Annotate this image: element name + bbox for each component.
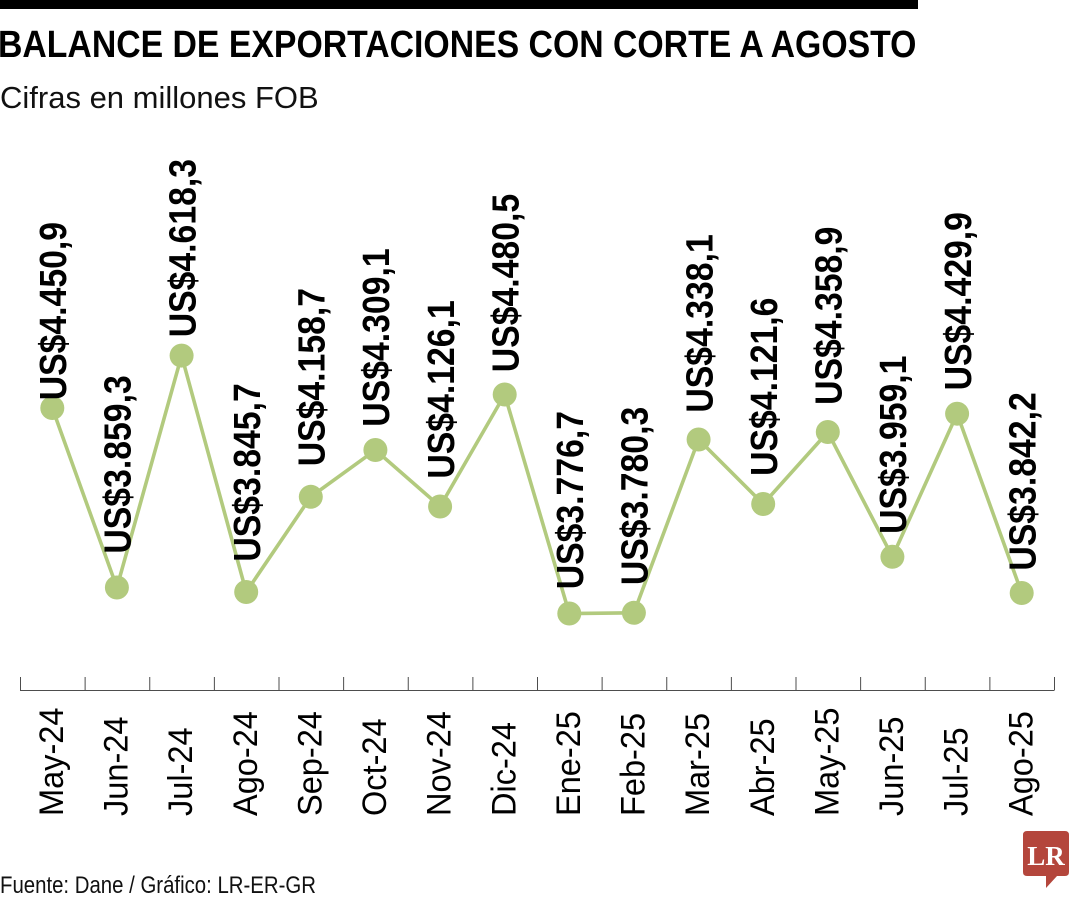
svg-text:US$3.776,7: US$3.776,7 xyxy=(548,411,591,589)
svg-text:US$4.429,9: US$4.429,9 xyxy=(936,212,979,390)
svg-text:US$4.158,7: US$4.158,7 xyxy=(290,288,333,466)
svg-text:May-24: May-24 xyxy=(33,708,71,816)
svg-text:US$3.842,2: US$3.842,2 xyxy=(1001,392,1044,570)
svg-text:US$4.338,1: US$4.338,1 xyxy=(678,234,721,412)
svg-text:US$4.480,5: US$4.480,5 xyxy=(484,194,527,372)
svg-text:US$4.450,9: US$4.450,9 xyxy=(31,222,74,400)
svg-text:US$4.618,3: US$4.618,3 xyxy=(161,159,204,337)
svg-text:Abr-25: Abr-25 xyxy=(744,718,782,816)
svg-text:May-25: May-25 xyxy=(809,708,847,816)
svg-text:Feb-25: Feb-25 xyxy=(615,713,653,816)
svg-text:Jul-25: Jul-25 xyxy=(938,727,976,816)
svg-text:Jun-24: Jun-24 xyxy=(98,717,136,816)
svg-text:US$4.121,6: US$4.121,6 xyxy=(742,298,785,476)
svg-text:US$3.959,1: US$3.959,1 xyxy=(871,356,914,534)
svg-text:US$4.126,1: US$4.126,1 xyxy=(419,300,462,478)
svg-text:Sep-24: Sep-24 xyxy=(292,711,330,816)
svg-text:Nov-24: Nov-24 xyxy=(421,711,459,816)
svg-text:Ene-25: Ene-25 xyxy=(550,711,588,816)
svg-text:US$3.859,3: US$3.859,3 xyxy=(96,375,139,553)
svg-text:Jul-24: Jul-24 xyxy=(163,727,201,816)
svg-text:Dic-24: Dic-24 xyxy=(486,722,524,816)
svg-text:Mar-25: Mar-25 xyxy=(680,713,718,816)
svg-text:US$3.780,3: US$3.780,3 xyxy=(613,407,656,585)
svg-text:Ago-25: Ago-25 xyxy=(1003,711,1041,816)
svg-text:Oct-24: Oct-24 xyxy=(356,718,394,816)
svg-text:Jun-25: Jun-25 xyxy=(873,717,911,816)
svg-text:Ago-24: Ago-24 xyxy=(227,711,265,816)
svg-text:US$4.309,1: US$4.309,1 xyxy=(354,248,397,426)
svg-text:US$4.358,9: US$4.358,9 xyxy=(807,227,850,405)
svg-text:US$3.845,7: US$3.845,7 xyxy=(225,383,268,561)
svg-text:LR: LR xyxy=(1027,841,1065,871)
